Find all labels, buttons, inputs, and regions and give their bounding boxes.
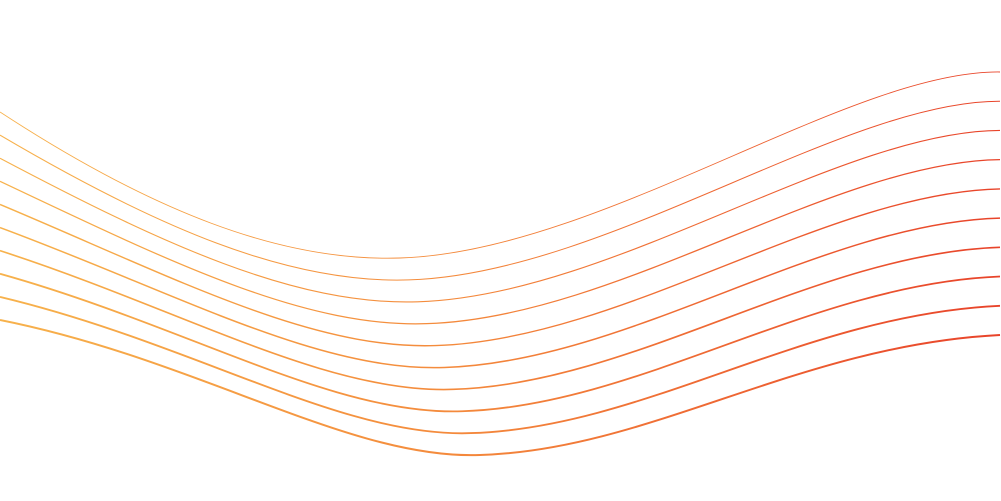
wave-line xyxy=(0,159,1001,325)
wave-line xyxy=(0,272,1001,413)
wave-line xyxy=(0,295,1001,435)
wave-lines xyxy=(0,71,1001,457)
wave-line xyxy=(0,217,1001,369)
wave-line xyxy=(0,246,1001,391)
wave-line xyxy=(0,71,1001,259)
wave-line xyxy=(0,319,1001,457)
wave-line xyxy=(0,188,1001,347)
wave-line xyxy=(0,100,1001,281)
wave-line xyxy=(0,129,1001,303)
